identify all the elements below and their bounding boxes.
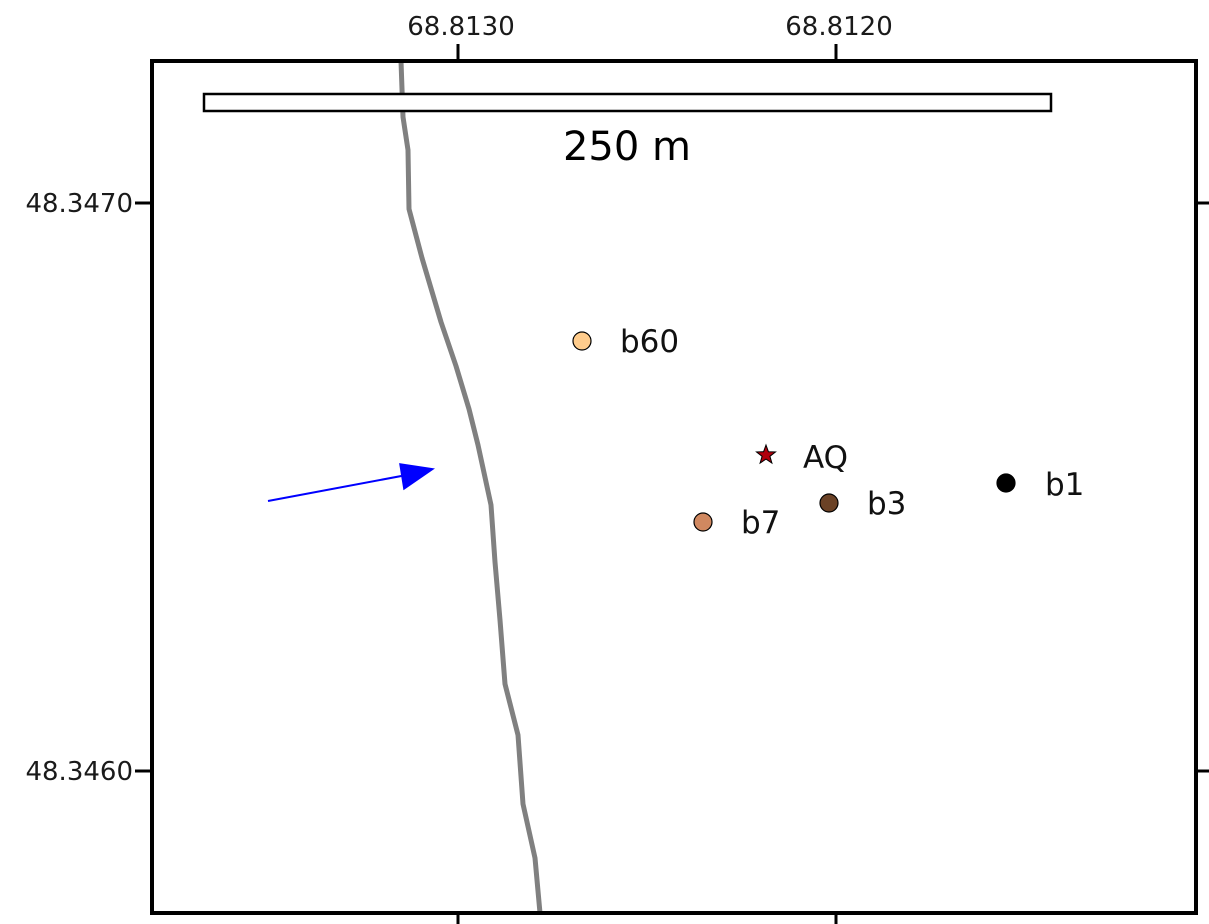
star-icon — [755, 443, 777, 465]
scale-bar — [202, 92, 1053, 113]
river-line — [398, 60, 543, 914]
point-label-b3: b3 — [867, 486, 906, 522]
map-frame — [150, 59, 1198, 915]
sample-point-b3: b3 — [819, 486, 906, 522]
y-tick-label-2: 48.3460 — [25, 757, 133, 787]
point-label-b7: b7 — [741, 505, 780, 541]
sample-point-b1: b1 — [996, 467, 1084, 503]
x-tick-label-1: 68.8130 — [407, 12, 515, 42]
sample-point-b7: b7 — [693, 505, 780, 541]
y-tick-label-1: 48.3470 — [25, 189, 133, 219]
scale-bar-label: 250 m — [563, 124, 691, 170]
x-tick-label-2: 68.8120 — [785, 12, 893, 42]
map-area — [152, 61, 1196, 913]
sample-point-b60: b60 — [572, 324, 679, 360]
point-label-b60: b60 — [620, 324, 679, 360]
point-marker-b1 — [996, 473, 1016, 493]
point-label-aq: AQ — [803, 440, 848, 476]
sample-point-aq: AQ — [755, 440, 848, 476]
flow-direction-arrow — [267, 463, 435, 502]
point-marker-b7 — [693, 512, 713, 532]
point-marker-b60 — [572, 331, 592, 351]
point-marker-b3 — [819, 493, 839, 513]
point-label-b1: b1 — [1045, 467, 1084, 503]
